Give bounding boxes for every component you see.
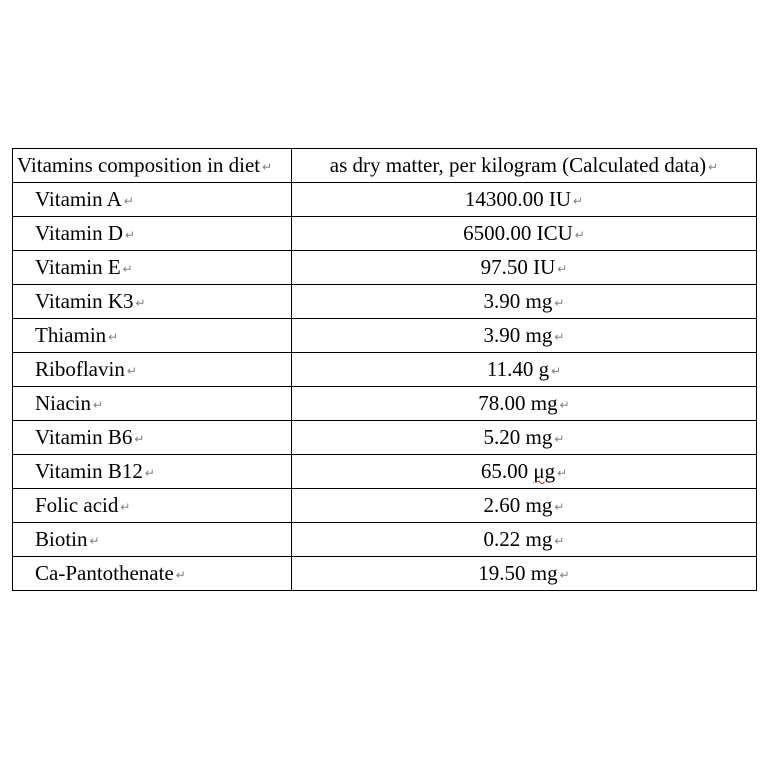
- vitamin-name-cell: Vitamin B12↵: [13, 455, 292, 489]
- paragraph-mark-icon: ↵: [552, 296, 564, 310]
- table-row: Vitamin D↵6500.00 ICU↵: [13, 217, 757, 251]
- vitamin-name-cell: Ca-Pantothenate↵: [13, 557, 292, 591]
- vitamin-value-cell: 78.00 mg↵: [292, 387, 757, 421]
- vitamin-value: 2.60 mg: [484, 493, 553, 517]
- vitamin-name-cell: Vitamin K3↵: [13, 285, 292, 319]
- vitamin-value: 14300.00 IU: [465, 187, 571, 211]
- table-row: Vitamin K3↵3.90 mg↵: [13, 285, 757, 319]
- vitamin-value-cell: 0.22 mg↵: [292, 523, 757, 557]
- paragraph-mark-icon: ↵: [571, 194, 583, 208]
- vitamin-name: Vitamin B12: [35, 459, 143, 483]
- vitamin-name: Biotin: [35, 527, 88, 551]
- table-row: Vitamin E↵97.50 IU↵: [13, 251, 757, 285]
- vitamin-value-cell: 2.60 mg↵: [292, 489, 757, 523]
- spellcheck-squiggle: μg: [533, 459, 555, 483]
- table-row: Niacin↵78.00 mg↵: [13, 387, 757, 421]
- paragraph-mark-icon: ↵: [558, 398, 570, 412]
- vitamin-value: 0.22 mg: [484, 527, 553, 551]
- paragraph-mark-icon: ↵: [552, 330, 564, 344]
- header-col2-text: as dry matter, per kilogram (Calculated …: [330, 153, 706, 177]
- vitamin-value: 19.50 mg: [478, 561, 557, 585]
- table-row: Thiamin↵3.90 mg↵: [13, 319, 757, 353]
- table-row: Riboflavin↵11.40 g↵: [13, 353, 757, 387]
- vitamin-value-cell: 19.50 mg↵: [292, 557, 757, 591]
- vitamin-name: Niacin: [35, 391, 91, 415]
- vitamin-name-cell: Vitamin D↵: [13, 217, 292, 251]
- paragraph-mark-icon: ↵: [123, 228, 135, 242]
- header-col2: as dry matter, per kilogram (Calculated …: [292, 149, 757, 183]
- vitamin-value: 3.90 mg: [484, 323, 553, 347]
- paragraph-mark-icon: ↵: [573, 228, 585, 242]
- paragraph-mark-icon: ↵: [555, 466, 567, 480]
- vitamin-name: Thiamin: [35, 323, 106, 347]
- paragraph-mark-icon: ↵: [706, 160, 718, 174]
- paragraph-mark-icon: ↵: [125, 364, 137, 378]
- paragraph-mark-icon: ↵: [122, 194, 134, 208]
- vitamin-name: Vitamin A: [35, 187, 122, 211]
- vitamin-value-cell: 11.40 g↵: [292, 353, 757, 387]
- vitamin-name: Riboflavin: [35, 357, 125, 381]
- vitamin-value: 3.90 mg: [484, 289, 553, 313]
- table-row: Vitamin B12↵65.00 μg↵: [13, 455, 757, 489]
- paragraph-mark-icon: ↵: [118, 500, 130, 514]
- vitamin-name-cell: Thiamin↵: [13, 319, 292, 353]
- vitamin-value: 6500.00 ICU: [463, 221, 573, 245]
- vitamin-value-cell: 3.90 mg↵: [292, 285, 757, 319]
- header-col1-text: Vitamins composition in diet: [17, 153, 260, 177]
- table-row: Ca-Pantothenate↵19.50 mg↵: [13, 557, 757, 591]
- paragraph-mark-icon: ↵: [552, 500, 564, 514]
- paragraph-mark-icon: ↵: [555, 262, 567, 276]
- paragraph-mark-icon: ↵: [260, 160, 272, 174]
- vitamin-value-cell: 6500.00 ICU↵: [292, 217, 757, 251]
- paragraph-mark-icon: ↵: [549, 364, 561, 378]
- paragraph-mark-icon: ↵: [132, 432, 144, 446]
- paragraph-mark-icon: ↵: [88, 534, 100, 548]
- table-row: Vitamin A↵14300.00 IU↵: [13, 183, 757, 217]
- vitamin-name-cell: Vitamin A↵: [13, 183, 292, 217]
- table-header-row: Vitamins composition in diet↵ as dry mat…: [13, 149, 757, 183]
- paragraph-mark-icon: ↵: [174, 568, 186, 582]
- vitamin-value-cell: 65.00 μg↵: [292, 455, 757, 489]
- page: Vitamins composition in diet↵ as dry mat…: [0, 0, 768, 591]
- paragraph-mark-icon: ↵: [121, 262, 133, 276]
- vitamin-name-cell: Biotin↵: [13, 523, 292, 557]
- vitamin-value-cell: 3.90 mg↵: [292, 319, 757, 353]
- header-col1: Vitamins composition in diet↵: [13, 149, 292, 183]
- vitamin-value-cell: 5.20 mg↵: [292, 421, 757, 455]
- vitamin-value: 97.50 IU: [481, 255, 556, 279]
- vitamin-name: Vitamin E: [35, 255, 121, 279]
- vitamin-name: Vitamin K3: [35, 289, 133, 313]
- vitamin-value: 65.00: [481, 459, 534, 483]
- vitamin-value-cell: 14300.00 IU↵: [292, 183, 757, 217]
- table-body: Vitamin A↵14300.00 IU↵Vitamin D↵6500.00 …: [13, 183, 757, 591]
- paragraph-mark-icon: ↵: [143, 466, 155, 480]
- paragraph-mark-icon: ↵: [552, 432, 564, 446]
- table-row: Vitamin B6↵5.20 mg↵: [13, 421, 757, 455]
- paragraph-mark-icon: ↵: [133, 296, 145, 310]
- table-row: Biotin↵0.22 mg↵: [13, 523, 757, 557]
- vitamin-name-cell: Niacin↵: [13, 387, 292, 421]
- vitamins-table: Vitamins composition in diet↵ as dry mat…: [12, 148, 757, 591]
- vitamin-name: Ca-Pantothenate: [35, 561, 174, 585]
- vitamin-value: 11.40 g: [487, 357, 549, 381]
- vitamin-name: Vitamin D: [35, 221, 123, 245]
- vitamin-name: Vitamin B6: [35, 425, 132, 449]
- paragraph-mark-icon: ↵: [558, 568, 570, 582]
- vitamin-name-cell: Riboflavin↵: [13, 353, 292, 387]
- paragraph-mark-icon: ↵: [552, 534, 564, 548]
- paragraph-mark-icon: ↵: [106, 330, 118, 344]
- vitamin-value: 5.20 mg: [484, 425, 553, 449]
- paragraph-mark-icon: ↵: [91, 398, 103, 412]
- vitamin-name-cell: Vitamin B6↵: [13, 421, 292, 455]
- vitamin-name: Folic acid: [35, 493, 118, 517]
- vitamin-value: 78.00 mg: [478, 391, 557, 415]
- vitamin-name-cell: Folic acid↵: [13, 489, 292, 523]
- vitamin-value-cell: 97.50 IU↵: [292, 251, 757, 285]
- vitamin-name-cell: Vitamin E↵: [13, 251, 292, 285]
- table-row: Folic acid↵2.60 mg↵: [13, 489, 757, 523]
